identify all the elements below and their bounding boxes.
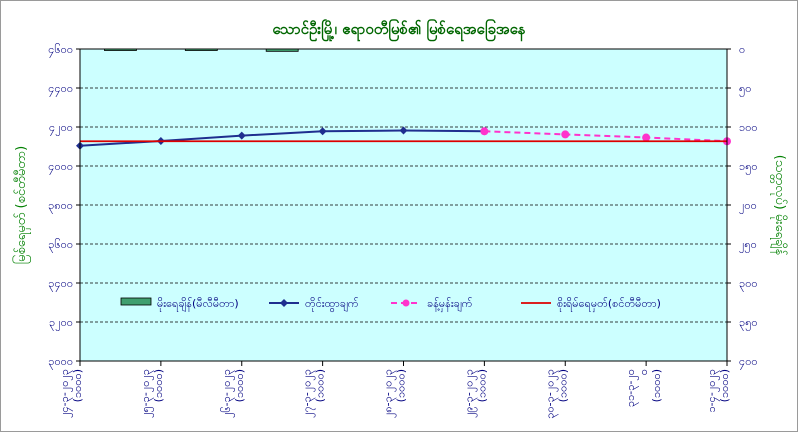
legend-label: စိုးရိမ်ရေမှတ်(စင်တီမီတာ) xyxy=(557,297,661,312)
y-tick-label: ၄၄၀၀ xyxy=(48,82,73,97)
legend-swatch-rainfall xyxy=(120,297,152,306)
observed-point xyxy=(237,131,246,140)
legend-label: မိုးရေချိန်(မီလီမီတာ) xyxy=(157,297,239,312)
y2-tick-label: ၂၅၀ xyxy=(739,238,757,253)
x-tick-label: ၂၈-၃-၂၀၂၃(၁၀၀၀) xyxy=(382,369,408,418)
legend-marker xyxy=(280,299,288,307)
rainfall-bar xyxy=(265,48,299,52)
y2-tick-label: ၂၀၀ xyxy=(739,199,757,214)
x-tick-label: ၂၆-၃-၂၀၂၃(၁၀၀၀) xyxy=(220,369,246,418)
x-tick-label: ၂၉-၃-၂၀၂၃(၁၀၀၀) xyxy=(462,369,488,418)
y2-axis-title: (သတ္တလုပ်) မိုးရေချိန် xyxy=(770,155,788,256)
chart-title: သောင်ဦးမြို့၊ ဧရာဝတီမြစ်၏ မြစ်ရေအခြေအနေ xyxy=(272,18,525,42)
legend-label: တိုင်းထွာချက် xyxy=(305,297,359,312)
y-tick-label: ၄၆၀၀ xyxy=(48,43,73,58)
y2-tick-label: ၀ xyxy=(739,43,745,56)
observed-point xyxy=(318,127,327,136)
legend-label: ခန့်မှန်းချက် xyxy=(427,297,473,312)
forecast-line xyxy=(484,130,728,143)
forecast-point xyxy=(561,130,570,139)
forecast-point xyxy=(480,127,489,136)
y-tick-label: ၄၂၀၀ xyxy=(49,121,73,136)
y-tick-label: ၃၆၀၀ xyxy=(48,238,73,253)
x-tick-label: ၃၀-၃-၂၀၂၃(၁၀၀၀) xyxy=(543,369,569,419)
y2-tick-label: ၃၅၀ xyxy=(739,316,758,331)
x-tick-label: ၃၁-၃-၂၀၀(၁၀၀၀) xyxy=(624,369,663,407)
y-tick-label: ၃၀၀၀ xyxy=(48,355,73,370)
forecast-point xyxy=(642,133,651,142)
y2-tick-label: ၁၅၀ xyxy=(739,160,758,175)
x-tick-label: ၂၅-၃-၂၀၂၃(၁၀၀၀) xyxy=(139,369,165,418)
y2-tick-label: ၁၀၀ xyxy=(739,121,758,134)
rainfall-bar xyxy=(104,48,137,51)
y2-tick-label: ၄၀၀ xyxy=(739,355,758,370)
legend-marker xyxy=(402,299,410,307)
y-tick-label: ၃၈၀၀ xyxy=(48,199,73,214)
y-axis-title: မြစ်ရေမှတ် (စင်တီမီတာ) xyxy=(12,146,31,264)
x-tick-label: ၂၄-၃-၂၀၂၃(၁၀၀၀) xyxy=(58,369,84,418)
x-tick-label: ၁-၄-၂၀၂၃(၁၀၀၀) xyxy=(705,369,731,413)
y2-tick-label: ၅၀ xyxy=(739,82,751,97)
y-tick-label: ၃၄၀၀ xyxy=(48,277,73,292)
y2-tick-label: ၃၀၀ xyxy=(739,277,758,292)
rainfall-bar xyxy=(184,48,218,51)
y-tick-label: ၄၀၀၀ xyxy=(48,160,73,175)
x-tick-label: ၂၇-၃-၂၀၂၃(၁၀၀၀) xyxy=(301,369,327,418)
y-tick-label: ၃၂၀၀ xyxy=(49,316,73,331)
